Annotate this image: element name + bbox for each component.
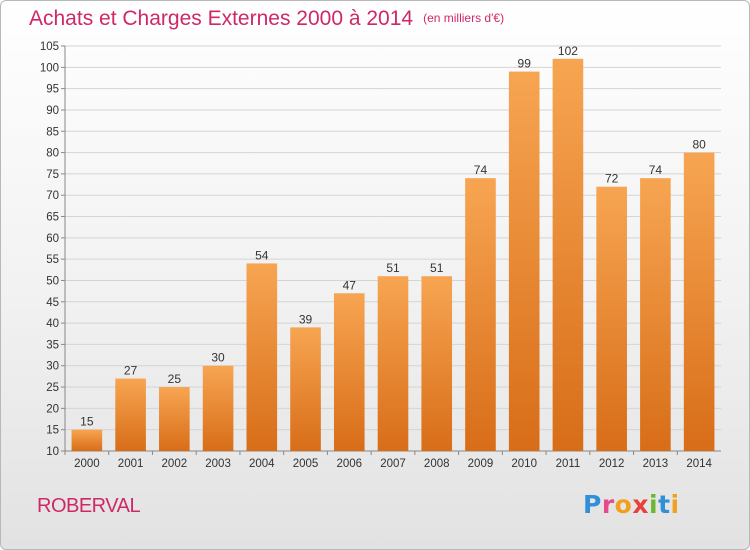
data-label-2004: 54 <box>255 248 269 262</box>
data-label-2013: 74 <box>649 163 663 177</box>
data-label-2012: 72 <box>605 172 619 186</box>
data-labels: 15 27 25 30 54 39 47 51 51 74 99 102 72 74 80 <box>80 44 706 429</box>
x-tick-label-2000: 2000 <box>74 458 100 470</box>
y-tick-label: 85 <box>46 126 59 138</box>
tick-labels: 10 15 20 25 30 35 40 45 50 55 60 65 70 75 80 85 90 95 100 1… <box>40 41 713 470</box>
y-tick-label: 100 <box>40 62 59 74</box>
title-text: Achats et Charges Externes 2000 à 2014 <box>29 7 414 30</box>
bar-2013 <box>640 178 671 451</box>
bar-2000 <box>71 429 103 451</box>
y-tick-label: 10 <box>46 446 59 458</box>
y-tick-label: 25 <box>46 382 59 394</box>
logo-letter: i <box>649 490 659 519</box>
y-tick-label: 90 <box>46 105 59 117</box>
chart-title: Achats et Charges Externes 2000 à 2014 (e… <box>29 7 504 31</box>
x-tick-label-2001: 2001 <box>118 458 144 470</box>
y-tick-label: 40 <box>46 318 59 330</box>
x-tick-label-2013: 2013 <box>643 458 669 470</box>
proxiti-logo: Proxiti <box>583 490 680 519</box>
bar-2006 <box>333 293 365 451</box>
bar-2002 <box>159 387 190 451</box>
y-tick-label: 65 <box>46 212 59 224</box>
logo-letter: x <box>632 490 649 519</box>
x-tick-label-2005: 2005 <box>293 458 319 470</box>
data-label-2006: 47 <box>343 278 357 292</box>
bar-2011 <box>552 58 584 451</box>
data-label-2010: 99 <box>518 57 532 71</box>
y-tick-label: 15 <box>46 425 59 437</box>
y-tick-label: 30 <box>46 361 59 373</box>
x-tick-label-2004: 2004 <box>249 458 275 470</box>
logo-letter: t <box>658 490 671 519</box>
logo-letter: r <box>601 490 615 519</box>
x-tick-label-2012: 2012 <box>599 458 625 470</box>
location-label: ROBERVAL <box>37 495 141 517</box>
data-label-2014: 80 <box>692 138 706 152</box>
data-label-2011: 102 <box>558 44 578 58</box>
bar-2010 <box>508 71 540 451</box>
bars <box>71 58 715 451</box>
y-tick-label: 50 <box>46 275 59 287</box>
bar-2007 <box>377 276 409 451</box>
y-tick-label: 20 <box>46 403 59 415</box>
bar-2001 <box>115 378 146 451</box>
unit-label: (en milliers d'€) <box>423 11 505 25</box>
y-tick-label: 75 <box>46 169 59 181</box>
y-tick-label: 105 <box>40 41 59 53</box>
y-tick-label: 45 <box>46 297 59 309</box>
x-tick-label-2009: 2009 <box>468 458 494 470</box>
x-tick-label-2002: 2002 <box>162 458 188 470</box>
y-tick-label: 70 <box>46 190 59 202</box>
logo-letter: i <box>670 490 680 519</box>
x-tick-label-2003: 2003 <box>205 458 231 470</box>
logo-letter: P <box>583 490 602 519</box>
bar-2003 <box>202 365 234 451</box>
bar-2012 <box>596 186 627 451</box>
logo-letter: o <box>614 490 633 519</box>
data-label-2008: 51 <box>430 261 444 275</box>
bar-2005 <box>290 327 321 451</box>
bar-2004 <box>246 263 278 451</box>
bar-2014 <box>683 152 715 451</box>
data-label-2009: 74 <box>474 163 488 177</box>
x-tick-label-2008: 2008 <box>424 458 450 470</box>
bar-2008 <box>421 276 453 451</box>
data-label-2003: 30 <box>211 351 225 365</box>
bar-2009 <box>465 178 496 451</box>
y-tick-label: 95 <box>46 84 59 96</box>
y-tick-label: 35 <box>46 339 59 351</box>
y-tick-label: 60 <box>46 233 59 245</box>
y-tick-label: 55 <box>46 254 59 266</box>
y-tick-label: 80 <box>46 148 59 160</box>
data-label-2005: 39 <box>299 312 313 326</box>
data-label-2007: 51 <box>386 261 400 275</box>
data-label-2001: 27 <box>124 364 138 378</box>
data-label-2000: 15 <box>80 415 94 429</box>
x-tick-label-2007: 2007 <box>380 458 406 470</box>
data-label-2002: 25 <box>168 372 182 386</box>
x-tick-label-2011: 2011 <box>556 458 581 470</box>
x-tick-label-2010: 2010 <box>511 458 537 470</box>
x-tick-label-2006: 2006 <box>336 458 362 470</box>
x-tick-label-2014: 2014 <box>686 458 712 470</box>
